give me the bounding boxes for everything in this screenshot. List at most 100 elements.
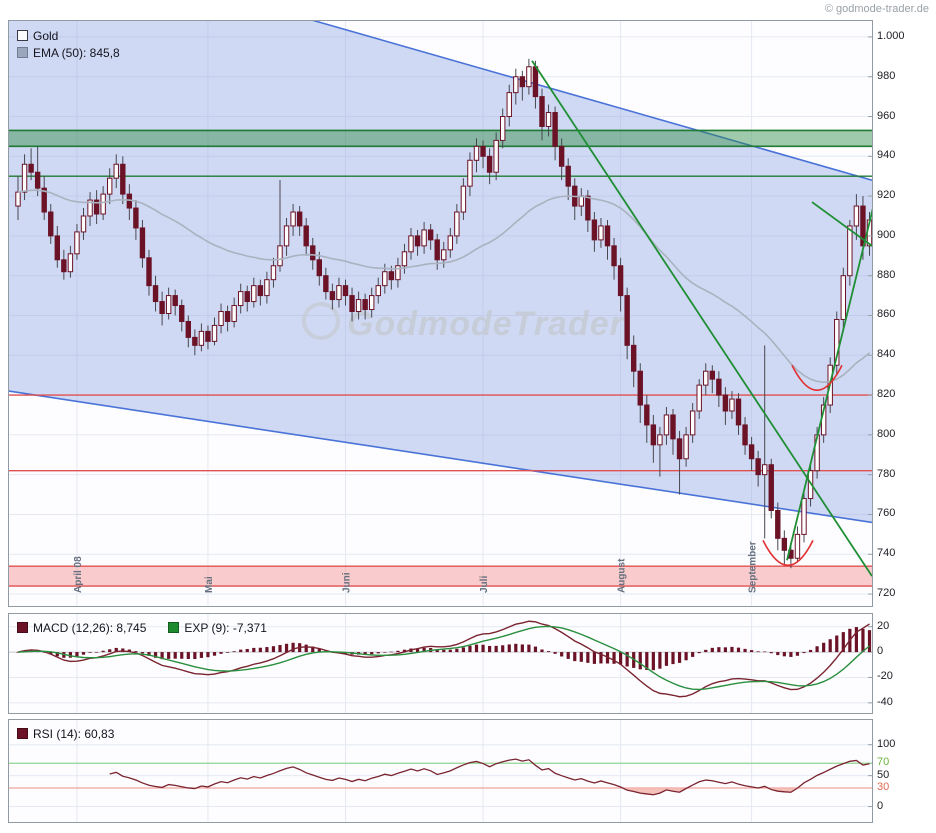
macd-histogram-bar <box>376 652 380 654</box>
candle-body <box>611 245 617 267</box>
candle-body <box>224 311 231 322</box>
candle-body <box>107 177 113 195</box>
candle-body <box>264 279 270 297</box>
macd-histogram-bar <box>239 649 243 653</box>
candle-body <box>251 285 257 303</box>
candle-body <box>100 193 106 215</box>
macd-histogram-bar <box>651 652 655 671</box>
macd-histogram-bar <box>861 628 865 653</box>
candle-body <box>427 229 434 241</box>
macd-histogram-bar <box>193 652 197 660</box>
macd-tick-label: -20 <box>877 670 893 683</box>
exp-label: EXP (9): -7,371 <box>184 620 267 635</box>
candle-body <box>185 320 192 338</box>
candle-body <box>401 251 408 267</box>
candle-body <box>460 185 467 213</box>
candle-body <box>513 76 519 94</box>
candle-body <box>519 76 526 88</box>
macd-histogram-bar <box>370 652 374 655</box>
candle-body <box>395 265 401 281</box>
candle-body <box>303 225 309 247</box>
macd-histogram-bar <box>546 651 551 653</box>
resistance-zone <box>9 130 872 147</box>
rsi-tick-label: 0 <box>877 799 884 812</box>
candle-body <box>454 211 460 237</box>
macd-histogram-bar <box>383 652 387 653</box>
macd-histogram-bar <box>566 652 570 659</box>
macd-histogram-bar <box>252 647 256 653</box>
candle-body <box>93 199 100 215</box>
macd-histogram-bar <box>533 646 538 653</box>
macd-histogram-bar <box>147 652 151 656</box>
candle-body <box>506 92 512 118</box>
macd-histogram-bar <box>795 652 800 656</box>
candle-body <box>578 195 584 207</box>
macd-histogram-bar <box>776 652 780 656</box>
macd-histogram-bar <box>304 644 308 653</box>
macd-histogram-bar <box>841 632 845 653</box>
macd-histogram-bar <box>756 651 760 653</box>
macd-histogram-bar <box>95 652 99 653</box>
macd-histogram-bar <box>311 646 315 653</box>
candle-body <box>198 330 205 346</box>
price-tick-label: 940 <box>877 149 896 162</box>
candle-body <box>742 424 748 446</box>
macd-histogram-bar <box>422 647 426 653</box>
macd-histogram-bar <box>612 652 616 664</box>
macd-histogram-bar <box>802 652 806 654</box>
ema-label: EMA (50): 845,8 <box>33 45 120 60</box>
macd-histogram-bar <box>782 652 786 657</box>
candle-body <box>689 410 696 436</box>
macd-panel: MACD (12,26): 8,745 EXP (9): -7,371 <box>8 613 873 714</box>
candle-body <box>290 211 296 227</box>
legend-item-rsi: RSI (14): 60,83 <box>17 725 114 742</box>
macd-histogram-bar <box>186 652 190 660</box>
macd-tick-label: -40 <box>877 695 893 708</box>
macd-histogram-bar <box>867 630 872 653</box>
macd-histogram-bar <box>730 646 734 653</box>
macd-histogram-bar <box>317 648 321 653</box>
macd-histogram-bar <box>514 643 518 653</box>
candle-body <box>545 112 552 127</box>
candle-body <box>41 187 47 213</box>
arc-annotation <box>762 539 814 567</box>
price-tick-label: 960 <box>877 109 896 122</box>
macd-histogram-bar <box>658 652 662 669</box>
rsi-panel: RSI (14): 60,83 <box>8 719 873 823</box>
macd-histogram-bar <box>586 652 590 663</box>
price-tick-label: 1.000 <box>877 29 905 42</box>
candle-body <box>74 231 80 255</box>
macd-histogram-bar <box>474 644 479 653</box>
macd-histogram-bar <box>212 652 217 656</box>
candle-body <box>447 235 454 251</box>
candle-body <box>172 295 178 307</box>
candle-body <box>316 259 323 277</box>
rsi-tick-label: 100 <box>877 737 896 750</box>
copyright: © godmode-trader.de <box>824 3 929 15</box>
candle-body <box>139 227 146 259</box>
macd-histogram-bar <box>206 652 210 658</box>
macd-histogram-bar <box>127 649 131 653</box>
trendline <box>531 60 872 577</box>
macd-histogram-bar <box>750 650 754 653</box>
macd-histogram-bar <box>199 652 203 658</box>
watermark-logo-icon <box>302 302 340 340</box>
arc-annotation <box>791 364 843 392</box>
macd-histogram-bar <box>226 652 230 653</box>
macd-histogram-bar <box>684 652 688 661</box>
candle-body <box>637 370 643 406</box>
price-tick-label: 880 <box>877 268 896 281</box>
macd-histogram-bar <box>619 652 623 665</box>
price-tick-label: 920 <box>877 189 896 202</box>
candle-body <box>755 458 761 476</box>
candle-body <box>283 225 290 247</box>
candle-body <box>159 301 165 314</box>
rsi-swatch-icon <box>17 728 28 739</box>
candle-body <box>87 199 93 217</box>
candle-body <box>146 257 152 287</box>
macd-histogram-bar <box>717 647 721 653</box>
macd-histogram-bar <box>134 651 138 653</box>
legend-item-macd: MACD (12,26): 8,745 <box>17 619 146 636</box>
candle-body <box>486 155 493 173</box>
